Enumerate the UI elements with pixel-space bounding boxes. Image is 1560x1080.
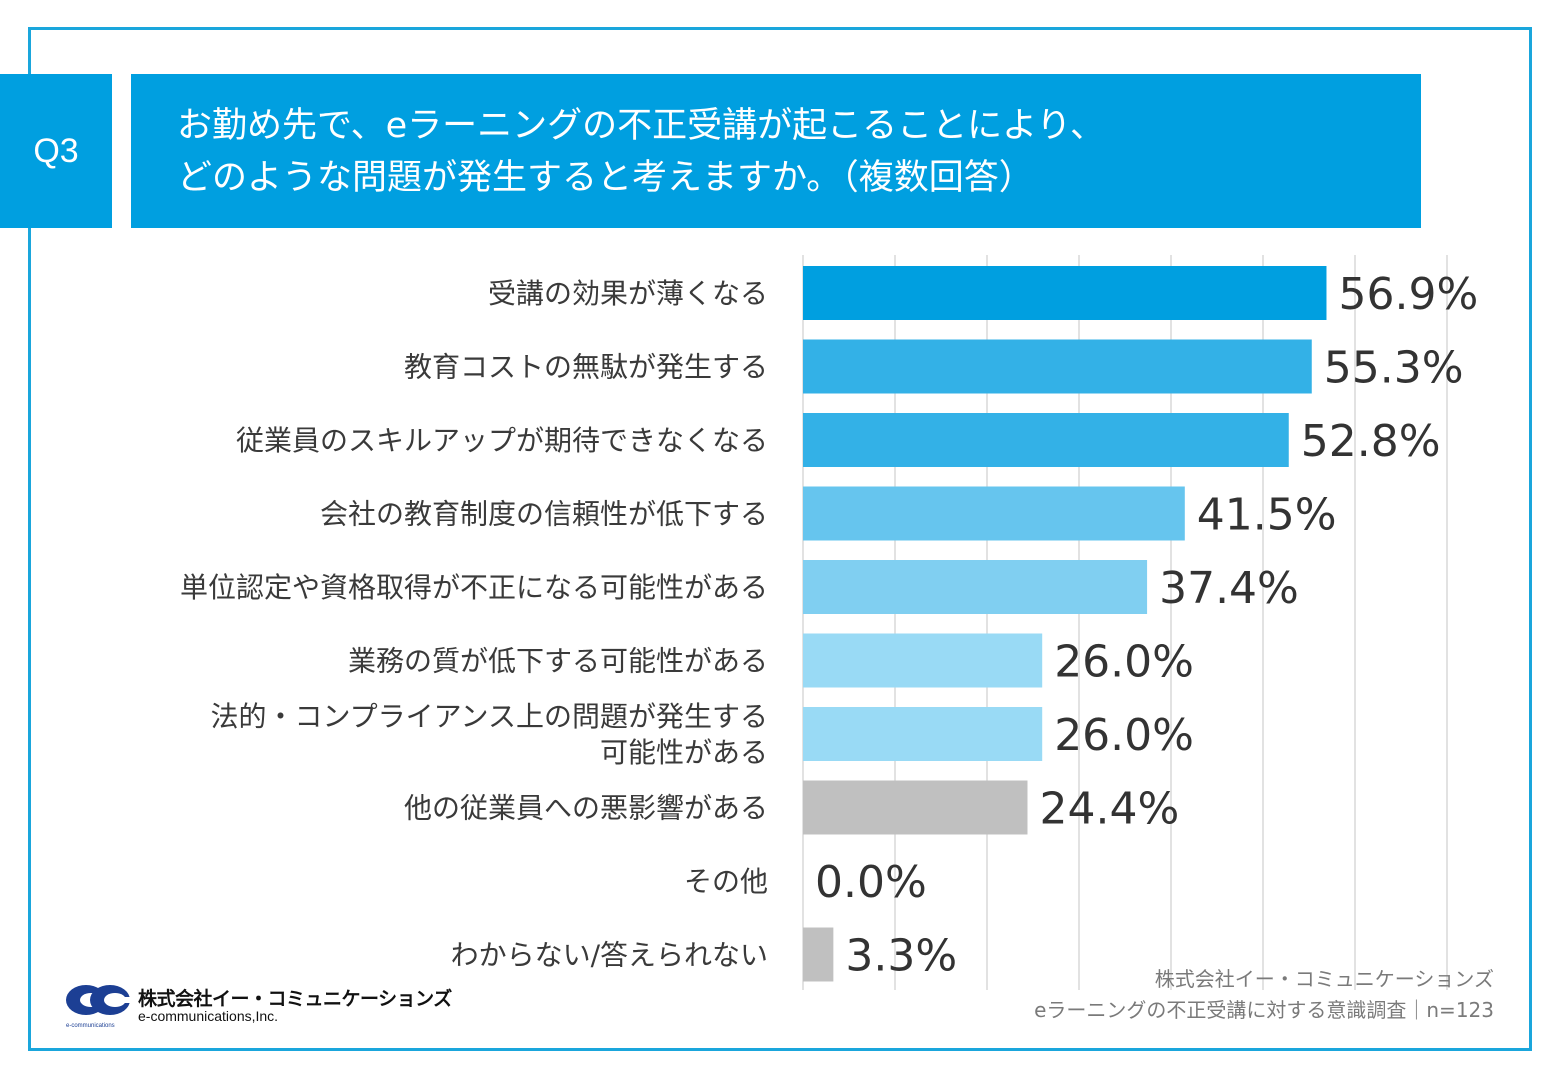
question-title-line-2: どのような問題が発生すると考えますか。（複数回答） [177, 158, 1034, 198]
company-logo: e-communications 株式会社イー・コミュニケーションズ e-com… [64, 980, 452, 1030]
category-label: その他 [684, 865, 768, 898]
source-note: 株式会社イー・コミュニケーションズ eラーニングの不正受講に対する意識調査｜n=… [1034, 964, 1494, 1026]
category-label: 可能性がある [600, 736, 768, 769]
bar [803, 560, 1148, 614]
category-label: 業務の質が低下する可能性がある [348, 645, 768, 678]
question-number: Q3 [33, 131, 79, 170]
chart-frame [28, 27, 1532, 1051]
bar [803, 413, 1289, 467]
bar-value-label: 56.9% [1338, 269, 1478, 320]
category-label: 法的・コンプライアンス上の問題が発生する [211, 700, 768, 733]
bar-value-label: 3.3% [845, 931, 957, 982]
bar [803, 927, 834, 982]
bar-value-label: 55.3% [1324, 343, 1464, 394]
category-label: 受講の効果が薄くなる [488, 277, 768, 310]
logo-tag: e-communications [66, 1023, 115, 1029]
category-label: 単位認定や資格取得が不正になる可能性がある [180, 571, 768, 604]
question-title-line-1: お勤め先で、eラーニングの不正受講が起こることにより、 [177, 106, 1106, 146]
bar [803, 486, 1185, 541]
logo-company-name-en: e-communications,Inc. [138, 1008, 279, 1024]
category-label: 従業員のスキルアップが期待できなくなる [236, 424, 768, 457]
category-label: わからない/答えられない [451, 939, 768, 972]
question-title-banner: お勤め先で、eラーニングの不正受講が起こることにより、 どのような問題が発生する… [131, 74, 1421, 228]
logo-company-name-jp: 株式会社イー・コミュニケーションズ [138, 988, 452, 1010]
bar-value-label: 26.0% [1054, 637, 1194, 688]
bar-value-label: 26.0% [1054, 710, 1194, 761]
category-label: 会社の教育制度の信頼性が低下する [320, 498, 768, 531]
bar-value-label: 37.4% [1159, 563, 1299, 614]
source-company: 株式会社イー・コミュニケーションズ [1154, 967, 1494, 991]
category-label: 他の従業員への悪影響がある [404, 792, 768, 825]
bar [803, 266, 1327, 320]
bar [803, 633, 1043, 688]
bar-value-label: 41.5% [1197, 490, 1337, 541]
bar [803, 707, 1043, 761]
bar-value-label: 0.0% [815, 857, 927, 908]
bar-value-label: 24.4% [1039, 784, 1179, 835]
bar-value-label: 52.8% [1301, 416, 1441, 467]
category-label: 教育コストの無駄が発生する [404, 351, 768, 384]
source-survey: eラーニングの不正受講に対する意識調査｜n=123 [1034, 998, 1494, 1022]
logo-mark-icon: e-communications [66, 985, 132, 1029]
bar [803, 339, 1312, 394]
bar [803, 780, 1028, 835]
question-number-badge: Q3 [0, 74, 112, 228]
